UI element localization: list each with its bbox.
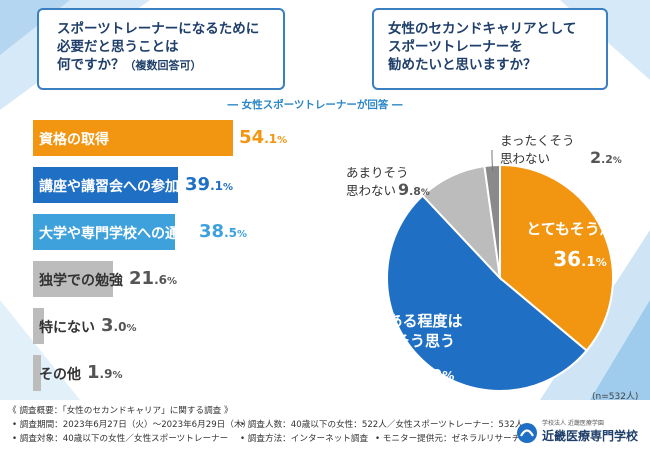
- left-question-line3: 何ですか？: [57, 57, 125, 74]
- bar-label: 大学や専門学校への通学: [39, 226, 193, 242]
- sample-size: (n=532人): [592, 392, 639, 402]
- bar-value: 1.9%: [87, 362, 123, 383]
- right-question-line3: 勧めたいと思いますか？: [388, 57, 537, 74]
- pie-leader-line: [491, 150, 494, 172]
- bar-label: 特にない: [39, 320, 95, 336]
- school-logo-sub: 学校法人 近畿医療学園: [542, 420, 604, 427]
- left-question-line2: 必要だと思うことは: [57, 39, 179, 56]
- footer-monitor: • モニター提供元：ゼネラルリサーチ: [375, 434, 521, 444]
- bar-value: 38.5%: [199, 221, 248, 242]
- school-logo-name: 近畿医療専門学校: [542, 429, 639, 443]
- bar-5: 特にない 3.0%: [33, 308, 136, 344]
- right-question-line2: スポーツトレーナーを: [388, 39, 523, 56]
- bar-value: 21.6%: [129, 268, 178, 289]
- bar-2: 講座や講習会への参加 39.1%: [33, 167, 233, 203]
- bar-6: その他 1.9%: [33, 355, 122, 391]
- pie-value-4: 2.2%: [590, 148, 622, 167]
- bar-value: 54.1%: [239, 127, 288, 148]
- footer-method: • 調査方法：インターネット調査: [240, 434, 369, 444]
- pie-label-3a: あまりそう: [346, 165, 409, 180]
- bar-3: 大学や専門学校への通学 38.5%: [33, 214, 247, 250]
- bar-value: 39.1%: [185, 174, 234, 195]
- left-question-note: （複数回答可）: [124, 59, 202, 73]
- footer-title: 《 調査概要：「女性のセカンドキャリア」に関する調査 》: [8, 406, 233, 416]
- footer-period: • 調査期間：2023年6月27日（火）〜2023年6月29日（木）: [12, 420, 252, 430]
- bar-label: その他: [39, 367, 81, 383]
- bar-1: 資格の取得 54.1%: [33, 120, 287, 156]
- survey-footer: 《 調査概要：「女性のセカンドキャリア」に関する調査 》 • 調査期間：2023…: [0, 404, 650, 450]
- pie-value-3: 9.8%: [398, 180, 430, 199]
- footer-count: • 調査人数：40歳以下の女性：522人／女性スポーツトレーナー：532人: [240, 420, 524, 430]
- pie-label-4a: まったくそう: [500, 133, 575, 148]
- pie-label-3b: 思わない: [346, 183, 396, 198]
- right-question-line1: 女性のセカンドキャリアとして: [388, 21, 577, 37]
- bar-label: 独学での勉強: [39, 273, 123, 289]
- footer-target: • 調査対象：40歳以下の女性／女性スポーツトレーナー: [12, 434, 229, 444]
- bar-label: 資格の取得: [39, 132, 109, 148]
- left-question-box: スポーツトレーナーになるために 必要だと思うことは 何ですか？（複数回答可）: [37, 8, 285, 90]
- pie-label-4b: 思わない: [500, 151, 550, 166]
- respondents-label: ― 女性スポーツトレーナーが回答 ―: [227, 99, 403, 111]
- pie-label-1: とてもそう思う: [526, 220, 630, 238]
- pie-label-2b: そう思う: [395, 332, 455, 350]
- school-logo: 学校法人 近畿医療学園 近畿医療専門学校: [516, 416, 644, 446]
- bar-value: 3.0%: [101, 315, 137, 336]
- pie-slice-1: [499, 163, 614, 352]
- school-logo-mark-icon: [517, 423, 537, 443]
- bar-label: 講座や講習会への参加: [39, 179, 179, 195]
- pie-label-2a: ある程度は: [387, 312, 462, 330]
- left-question-line1: スポーツトレーナーになるために: [57, 21, 260, 37]
- pie-slice-2: [386, 194, 589, 392]
- pie-value-2: 51.9%: [396, 361, 455, 386]
- right-question-box: 女性のセカンドキャリアとして スポーツトレーナーを 勧めたいと思いますか？: [372, 8, 608, 90]
- pie-value-1: 36.1%: [553, 247, 607, 271]
- bar-4: 独学での勉強 21.6%: [33, 261, 177, 297]
